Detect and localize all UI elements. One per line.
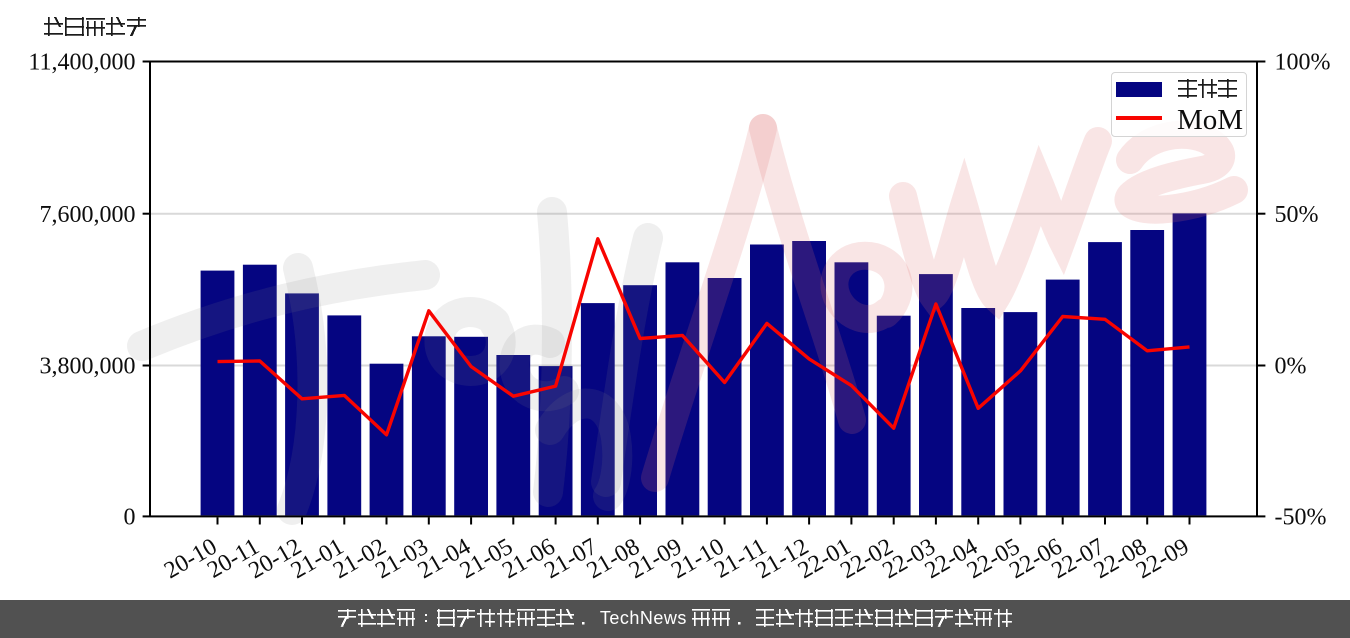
svg-text:3,800,000: 3,800,000 — [40, 354, 136, 380]
svg-text:0%: 0% — [1275, 354, 1307, 380]
svg-text:11,400,000: 11,400,000 — [28, 50, 135, 76]
svg-text:0: 0 — [124, 505, 136, 531]
svg-text:7,600,000: 7,600,000 — [40, 202, 136, 228]
svg-text:50%: 50% — [1275, 202, 1319, 228]
svg-text:-50%: -50% — [1275, 505, 1327, 531]
svg-text:100%: 100% — [1275, 50, 1331, 76]
